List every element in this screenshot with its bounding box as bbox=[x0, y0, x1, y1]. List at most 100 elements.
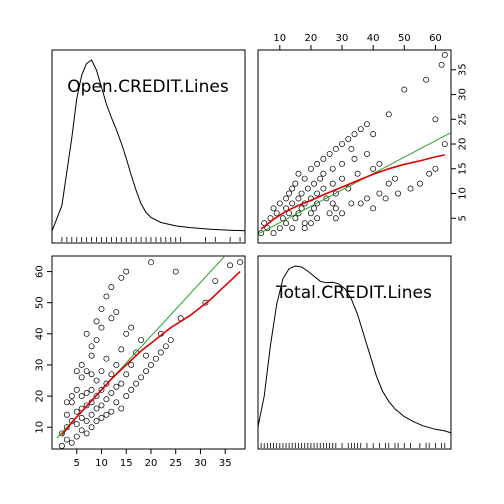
scatter-point bbox=[108, 408, 115, 415]
scatter-point bbox=[311, 180, 317, 187]
scatter-point bbox=[351, 131, 358, 138]
scatter-point bbox=[295, 210, 302, 217]
y-axis-open-tick-label: 30 bbox=[458, 88, 469, 101]
scatter-point bbox=[339, 175, 345, 182]
scatter-point bbox=[314, 200, 321, 207]
x-axis-total: 10 20 30 40 50 60 bbox=[273, 33, 442, 51]
scatter-point bbox=[58, 430, 65, 437]
scatter-point bbox=[441, 141, 448, 147]
scatter-point bbox=[108, 390, 115, 396]
scatter-point bbox=[88, 343, 95, 350]
scatter-point bbox=[108, 284, 115, 291]
scatter-point bbox=[83, 368, 90, 375]
panel-frame-tl bbox=[51, 49, 246, 244]
scatter-point bbox=[93, 318, 100, 325]
scatter-point bbox=[73, 386, 80, 393]
scatter-point bbox=[73, 433, 80, 440]
scatter-point bbox=[113, 383, 120, 390]
scatter-point bbox=[286, 190, 293, 197]
scatter-point bbox=[98, 368, 105, 375]
x-axis-open-tick-label: 5 bbox=[74, 458, 80, 469]
scatter-point bbox=[329, 200, 336, 207]
scatter-point bbox=[376, 160, 383, 167]
scatter-point bbox=[376, 190, 383, 197]
smooth-fit-open-vs-total bbox=[260, 154, 445, 230]
scatter-point bbox=[345, 185, 352, 192]
scatter-open-vs-total bbox=[258, 51, 448, 237]
scatter-point bbox=[128, 386, 135, 393]
scatter-point bbox=[348, 200, 355, 207]
scatter-point bbox=[270, 205, 277, 212]
scatter-point bbox=[152, 355, 159, 362]
scatter-point bbox=[329, 180, 336, 187]
scatter-point bbox=[123, 371, 130, 378]
scatter-point bbox=[78, 393, 85, 400]
scatter-point bbox=[276, 225, 283, 232]
rug-open bbox=[61, 237, 241, 242]
scatter-point bbox=[370, 131, 377, 138]
scatter-point bbox=[370, 165, 377, 172]
scatter-point bbox=[93, 405, 100, 412]
scatter-point bbox=[364, 121, 370, 128]
y-axis-open-tick-label: 5 bbox=[458, 215, 469, 221]
y-axis-total-tick-label: 50 bbox=[35, 296, 46, 309]
scatter-point bbox=[157, 349, 164, 356]
scatter-point bbox=[332, 215, 339, 222]
scatter-point bbox=[301, 220, 308, 227]
y-axis-total-tick-label: 10 bbox=[35, 421, 46, 434]
scatter-point bbox=[357, 126, 364, 133]
scatter-point bbox=[385, 111, 392, 118]
scatter-point bbox=[392, 175, 398, 182]
scatter-point bbox=[98, 386, 105, 393]
scatter-point bbox=[113, 309, 120, 315]
scatter-point bbox=[320, 155, 327, 162]
diag-label-total: Total.CREDIT.Lines bbox=[275, 283, 432, 303]
x-axis-total-tick-label: 50 bbox=[398, 33, 411, 44]
scatter-point bbox=[270, 230, 277, 237]
scatter-point bbox=[332, 146, 339, 152]
scatter-point bbox=[283, 195, 289, 202]
scatter-point bbox=[83, 330, 90, 337]
scatter-point bbox=[273, 210, 280, 217]
scatter-point bbox=[289, 200, 296, 207]
y-axis-open: 5 10 15 20 25 30 35 bbox=[450, 63, 469, 221]
scatter-point bbox=[118, 346, 125, 353]
scatter-point bbox=[326, 150, 333, 157]
scatter-point bbox=[103, 411, 110, 418]
scatter-point bbox=[83, 430, 90, 437]
scatter-point bbox=[438, 61, 445, 68]
density-total bbox=[257, 265, 452, 434]
scatter-point bbox=[351, 155, 358, 162]
y-axis-open-tick-label: 10 bbox=[458, 187, 469, 200]
scatter-point bbox=[68, 399, 75, 406]
scatter-point bbox=[441, 51, 448, 58]
scatter-point bbox=[395, 190, 402, 197]
scatter-point bbox=[148, 259, 154, 266]
x-axis-open-tick-label: 10 bbox=[95, 458, 108, 469]
scatter-point bbox=[138, 374, 145, 381]
scatter-point bbox=[93, 393, 100, 400]
scatter-point bbox=[103, 380, 110, 387]
scatter-point bbox=[118, 274, 125, 281]
scatter-point bbox=[108, 371, 115, 378]
scatter-point bbox=[307, 220, 314, 227]
scatter-point bbox=[364, 195, 370, 202]
scatter-point bbox=[68, 393, 75, 400]
scatter-point bbox=[332, 190, 339, 197]
y-axis-total-tick-label: 30 bbox=[35, 359, 46, 372]
scatter-point bbox=[128, 362, 135, 368]
scatter-point bbox=[432, 116, 439, 123]
scatter-point bbox=[88, 424, 95, 431]
scatter-point bbox=[385, 180, 392, 187]
scatter-point bbox=[78, 427, 85, 434]
scatter-point bbox=[63, 411, 70, 418]
scatter-point bbox=[172, 268, 179, 275]
x-axis-open-tick-label: 20 bbox=[145, 458, 158, 469]
axes: 5 10 15 20 25 30 35 10 20 30 40 50 60 10 20 30 40 50 60 5 10… bbox=[35, 33, 469, 469]
scatter-point bbox=[283, 220, 289, 227]
scatter-point bbox=[88, 411, 95, 418]
scatter-point bbox=[407, 185, 414, 192]
density-open bbox=[51, 59, 246, 232]
scatter-point bbox=[227, 262, 234, 269]
scatter-point bbox=[317, 175, 324, 182]
